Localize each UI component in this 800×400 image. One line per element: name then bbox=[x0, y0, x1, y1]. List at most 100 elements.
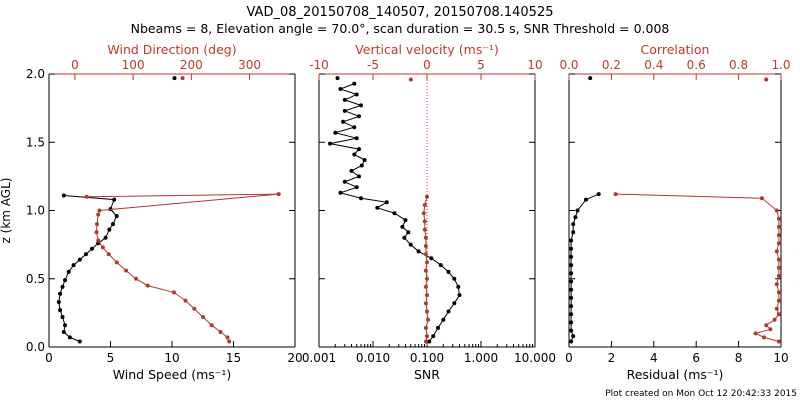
correlation-point bbox=[613, 192, 618, 197]
residual-point bbox=[571, 230, 576, 235]
vertical-velocity-point bbox=[423, 339, 428, 344]
wind-direction-point bbox=[94, 230, 99, 235]
correlation-point bbox=[764, 77, 769, 82]
snr-point bbox=[335, 76, 340, 81]
snr-point bbox=[452, 276, 457, 281]
snr-point bbox=[446, 269, 451, 274]
residual-point bbox=[569, 271, 574, 276]
vertical-velocity-point bbox=[425, 276, 429, 281]
wind-direction-point bbox=[192, 306, 197, 311]
correlation-point bbox=[776, 257, 781, 262]
residual-point bbox=[569, 295, 574, 300]
wind-direction-point bbox=[145, 283, 150, 288]
snr-point bbox=[349, 168, 354, 173]
correlation-point bbox=[776, 339, 781, 344]
wind-direction-point bbox=[97, 208, 102, 213]
residual-point bbox=[569, 246, 574, 251]
snr-point bbox=[338, 190, 343, 195]
snr-point bbox=[427, 339, 432, 344]
wind-speed-point bbox=[63, 323, 67, 328]
snr-point bbox=[429, 256, 434, 261]
x-top-tick-label: -5 bbox=[367, 58, 379, 72]
snr-point bbox=[438, 263, 443, 268]
wind-direction-point bbox=[183, 298, 188, 303]
wind-direction-point bbox=[276, 192, 281, 197]
residual-point bbox=[571, 222, 576, 227]
y-tick-label: 0.5 bbox=[26, 272, 45, 286]
snr-point bbox=[338, 87, 343, 91]
snr-point bbox=[342, 108, 347, 113]
snr-point bbox=[416, 249, 421, 254]
snr-point bbox=[431, 334, 436, 339]
x-top-tick-label: 0.8 bbox=[729, 58, 748, 72]
wind-direction-point bbox=[180, 76, 185, 81]
x-bottom-tick-label: 6 bbox=[692, 351, 700, 365]
figure-subtitle: Nbeams = 8, Elevation angle = 70.0°, sca… bbox=[131, 21, 670, 36]
snr-point bbox=[357, 147, 361, 152]
x-top-axis-label: Wind Direction (deg) bbox=[107, 42, 236, 57]
snr-point bbox=[342, 97, 347, 102]
snr-point bbox=[402, 235, 407, 240]
wind-direction-point bbox=[209, 323, 214, 328]
plot-created-footer: Plot created on Mon Oct 12 20:42:33 2015 bbox=[605, 389, 797, 399]
wind-direction-point bbox=[218, 330, 223, 334]
snr-point bbox=[362, 158, 367, 162]
x-bottom-axis-label: Wind Speed (ms⁻¹) bbox=[113, 367, 232, 382]
snr-point bbox=[457, 293, 462, 298]
x-bottom-tick-label: 0.100 bbox=[410, 351, 444, 365]
correlation-point bbox=[776, 312, 781, 317]
vertical-velocity-point bbox=[423, 325, 428, 330]
vertical-velocity-point bbox=[423, 301, 428, 306]
snr-point bbox=[406, 230, 411, 235]
wind-speed-point bbox=[90, 246, 94, 251]
wind-direction-point bbox=[201, 315, 205, 319]
vertical-velocity-point bbox=[423, 268, 428, 273]
vertical-velocity-point bbox=[425, 309, 429, 314]
panel-1: 0.0 0.5 1.0 1.5 2.0 z (km AGL) 0 5 10 15 20 Wind Sp… bbox=[0, 42, 303, 382]
x-bottom-axis-label: SNR bbox=[414, 367, 440, 382]
residual-point bbox=[569, 339, 574, 344]
x-top-tick-label: 200 bbox=[180, 58, 203, 72]
wind-speed-point bbox=[56, 300, 61, 304]
wind-speed-point bbox=[58, 308, 63, 313]
wind-direction-point bbox=[225, 335, 230, 340]
vertical-velocity-point bbox=[421, 211, 426, 216]
snr-point bbox=[354, 136, 359, 141]
correlation-point bbox=[776, 290, 781, 295]
wind-direction-point bbox=[134, 276, 138, 281]
wind-speed-point bbox=[77, 257, 82, 262]
correlation-point bbox=[776, 274, 781, 278]
x-top-tick-label: 0.6 bbox=[687, 58, 706, 72]
correlation-point bbox=[772, 317, 777, 322]
correlation-point bbox=[753, 331, 758, 336]
wind-direction-point bbox=[95, 222, 99, 227]
correlation-point bbox=[768, 327, 773, 332]
x-bottom-tick-label: 10 bbox=[164, 351, 179, 365]
wind-speed-point bbox=[61, 330, 66, 334]
snr-point bbox=[357, 114, 361, 119]
residual-point bbox=[571, 334, 576, 339]
x-bottom-tick-label: 10.000 bbox=[514, 351, 556, 365]
wind-speed-point bbox=[83, 252, 88, 257]
vertical-velocity-point bbox=[423, 284, 428, 289]
snr-point bbox=[333, 130, 338, 135]
snr-point bbox=[392, 211, 397, 216]
snr-point bbox=[328, 141, 332, 146]
x-bottom-tick-label: 0 bbox=[565, 351, 573, 365]
x-bottom-tick-label: 1.000 bbox=[464, 351, 498, 365]
residual-point bbox=[584, 197, 588, 202]
wind-speed-point bbox=[71, 263, 76, 268]
residual-point bbox=[588, 76, 593, 81]
correlation-point bbox=[774, 282, 779, 287]
correlation-point bbox=[774, 208, 779, 213]
x-top-axis-label: Vertical velocity (ms⁻¹) bbox=[355, 42, 499, 57]
x-top-tick-label: 100 bbox=[122, 58, 145, 72]
y-tick-label: 1.5 bbox=[26, 135, 45, 149]
vertical-velocity-point bbox=[425, 293, 429, 298]
x-top-tick-label: -10 bbox=[309, 58, 329, 72]
wind-speed-point bbox=[103, 235, 108, 240]
residual-point bbox=[569, 320, 574, 325]
correlation-point bbox=[759, 196, 764, 201]
y-axis-label: z (km AGL) bbox=[0, 178, 13, 244]
figure-title: VAD_08_20150708_140507, 20150708.140525 bbox=[247, 5, 554, 20]
